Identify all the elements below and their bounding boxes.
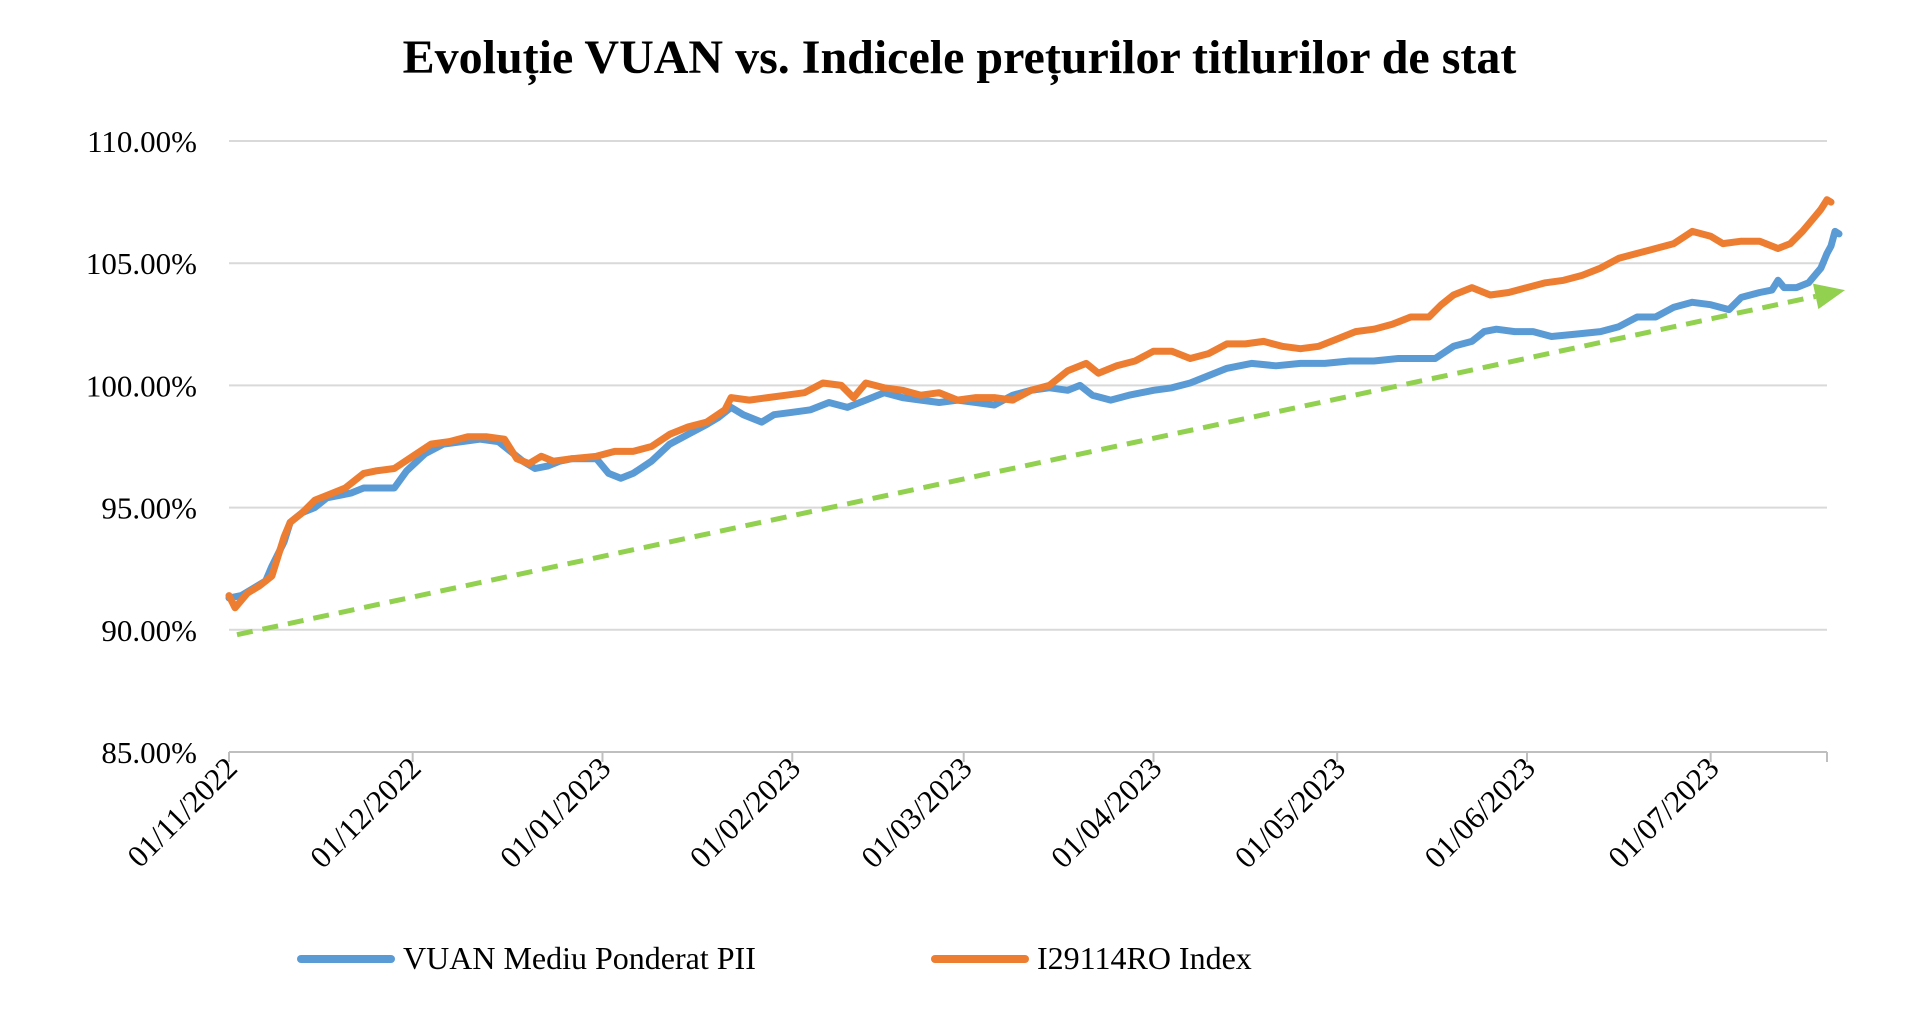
x-tick-label: 01/03/2023 (854, 750, 979, 875)
y-tick-label: 95.00% (101, 491, 197, 526)
legend-swatch-index (931, 954, 1029, 963)
legend: VUAN Mediu Ponderat PII I29114RO Index (0, 940, 1919, 990)
trend-arrow-line (236, 293, 1817, 638)
series-line-vuan (225, 227, 1843, 602)
x-tick-label: 01/01/2023 (493, 750, 618, 875)
x-tick-label: 01/02/2023 (683, 750, 808, 875)
y-tick-label: 85.00% (101, 735, 197, 770)
legend-swatch-vuan (297, 954, 395, 963)
y-axis-labels: 85.00% 90.00% 95.00% 100.00% 105.00% 110.00% (86, 124, 197, 770)
legend-label-vuan: VUAN Mediu Ponderat PII (403, 940, 756, 976)
x-tick-label: 01/04/2023 (1044, 750, 1169, 875)
y-tick-label: 100.00% (86, 368, 197, 403)
series-lines (225, 196, 1843, 612)
y-tick-label: 105.00% (86, 246, 197, 281)
legend-item-index: I29114RO Index (931, 940, 1252, 977)
y-tick-label: 110.00% (87, 124, 197, 159)
legend-label-index: I29114RO Index (1037, 940, 1252, 976)
x-tick-label: 01/12/2022 (303, 750, 428, 875)
x-axis-labels: 01/11/2022 01/12/2022 01/01/2023 01/02/2023… (120, 750, 1725, 875)
x-axis (228, 751, 1828, 762)
x-tick-label: 01/05/2023 (1228, 750, 1353, 875)
x-tick-label: 01/06/2023 (1417, 750, 1542, 875)
chart-title: Evoluție VUAN vs. Indicele prețurilor ti… (402, 31, 1517, 84)
grid-lines (229, 140, 1827, 631)
series-line-index (225, 196, 1835, 612)
trend-arrow-head (1812, 283, 1845, 310)
trend-arrow (236, 283, 1845, 638)
y-tick-label: 90.00% (101, 613, 197, 648)
x-tick-label: 01/07/2023 (1601, 750, 1726, 875)
legend-item-vuan: VUAN Mediu Ponderat PII (297, 940, 756, 977)
